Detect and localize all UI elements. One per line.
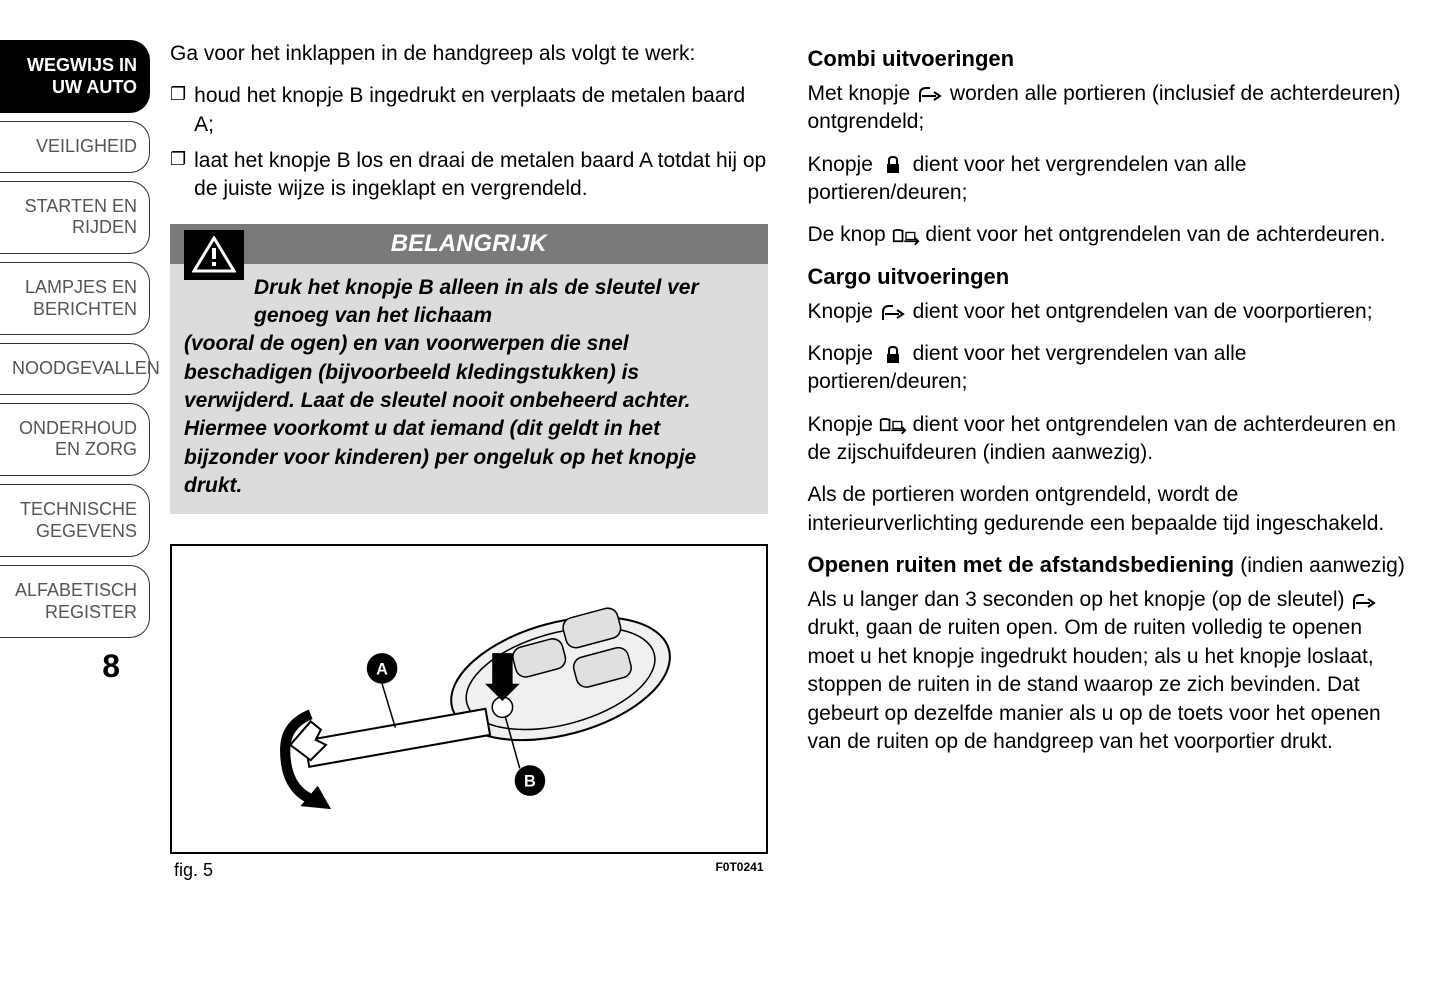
page-number: 8	[0, 648, 150, 685]
bullet-text: houd het knopje B ingedrukt en verplaats…	[194, 82, 767, 139]
para: De knop dient voor het ontgrendelen van …	[808, 221, 1406, 249]
tab-noodgevallen[interactable]: NOODGEVALLEN	[0, 343, 150, 395]
para: Als de portieren worden ontgrendeld, wor…	[808, 481, 1406, 538]
unlock-icon	[1350, 591, 1378, 611]
lock-icon	[879, 155, 907, 175]
bullet-marker-icon: ❐	[170, 147, 186, 204]
figure-caption: fig. 5 F0T0241	[170, 860, 768, 881]
figure-key: A B	[170, 544, 768, 854]
right-column: Combi uitvoeringen Met knopje worden all…	[808, 40, 1406, 881]
lock-icon	[879, 345, 907, 365]
tab-technische[interactable]: TECHNISCHE GEGEVENS	[0, 484, 150, 557]
warning-rest: (vooral de ogen) en van voorwerpen die s…	[184, 332, 696, 497]
figure-code: F0T0241	[715, 860, 763, 881]
instruction-list: ❐ houd het knopje B ingedrukt en verplaa…	[170, 82, 768, 203]
tab-onderhoud[interactable]: ONDERHOUD EN ZORG	[0, 403, 150, 476]
heading-cargo: Cargo uitvoeringen	[808, 264, 1406, 290]
sidebar: WEGWIJS IN UW AUTO VEILIGHEID STARTEN EN…	[0, 40, 150, 685]
tab-wegwijs[interactable]: WEGWIJS IN UW AUTO	[0, 40, 150, 113]
heading-combi: Combi uitvoeringen	[808, 46, 1406, 72]
left-column: Ga voor het inklappen in de handgreep al…	[170, 40, 768, 881]
para: Knopje dient voor het ontgrendelen van d…	[808, 298, 1406, 326]
para: Met knopje worden alle portieren (inclus…	[808, 80, 1406, 137]
tab-alfabetisch[interactable]: ALFABETISCH REGISTER	[0, 565, 150, 638]
figure-label: fig. 5	[174, 860, 213, 881]
unlock-icon	[879, 302, 907, 322]
warning-body: Druk het knopje B alleen in als de sleut…	[184, 264, 754, 501]
key-illustration-icon: A B	[172, 546, 766, 852]
warning-box: BELANGRIJK Druk het knopje B alleen in a…	[170, 224, 768, 515]
svg-text:B: B	[524, 773, 536, 791]
tab-lampjes[interactable]: LAMPJES EN BERICHTEN	[0, 262, 150, 335]
rear-door-icon	[892, 226, 920, 246]
para: Knopje dient voor het vergrendelen van a…	[808, 151, 1406, 208]
rear-door-icon	[879, 415, 907, 435]
list-item: ❐ laat het knopje B los en draai de meta…	[170, 147, 768, 204]
svg-text:A: A	[376, 661, 388, 679]
main-content: Ga voor het inklappen in de handgreep al…	[170, 40, 1405, 881]
bullet-text: laat het knopje B los en draai de metale…	[194, 147, 767, 204]
intro-text: Ga voor het inklappen in de handgreep al…	[170, 40, 768, 68]
bullet-marker-icon: ❐	[170, 82, 186, 139]
warning-line1: Druk het knopje B alleen in als de sleut…	[254, 274, 754, 331]
warning-triangle-icon	[184, 230, 244, 280]
heading-openen: Openen ruiten met de afstandsbediening (…	[808, 552, 1406, 578]
para: Knopje dient voor het vergrendelen van a…	[808, 340, 1406, 397]
heading-sub: (indien aanwezig)	[1240, 554, 1405, 577]
warning-title: BELANGRIJK	[170, 224, 768, 264]
tab-starten[interactable]: STARTEN EN RIJDEN	[0, 181, 150, 254]
list-item: ❐ houd het knopje B ingedrukt en verplaa…	[170, 82, 768, 139]
para: Knopje dient voor het ontgrendelen van d…	[808, 411, 1406, 468]
tab-veiligheid[interactable]: VEILIGHEID	[0, 121, 150, 173]
para: Als u langer dan 3 seconden op het knopj…	[808, 586, 1406, 756]
unlock-icon	[916, 84, 944, 104]
